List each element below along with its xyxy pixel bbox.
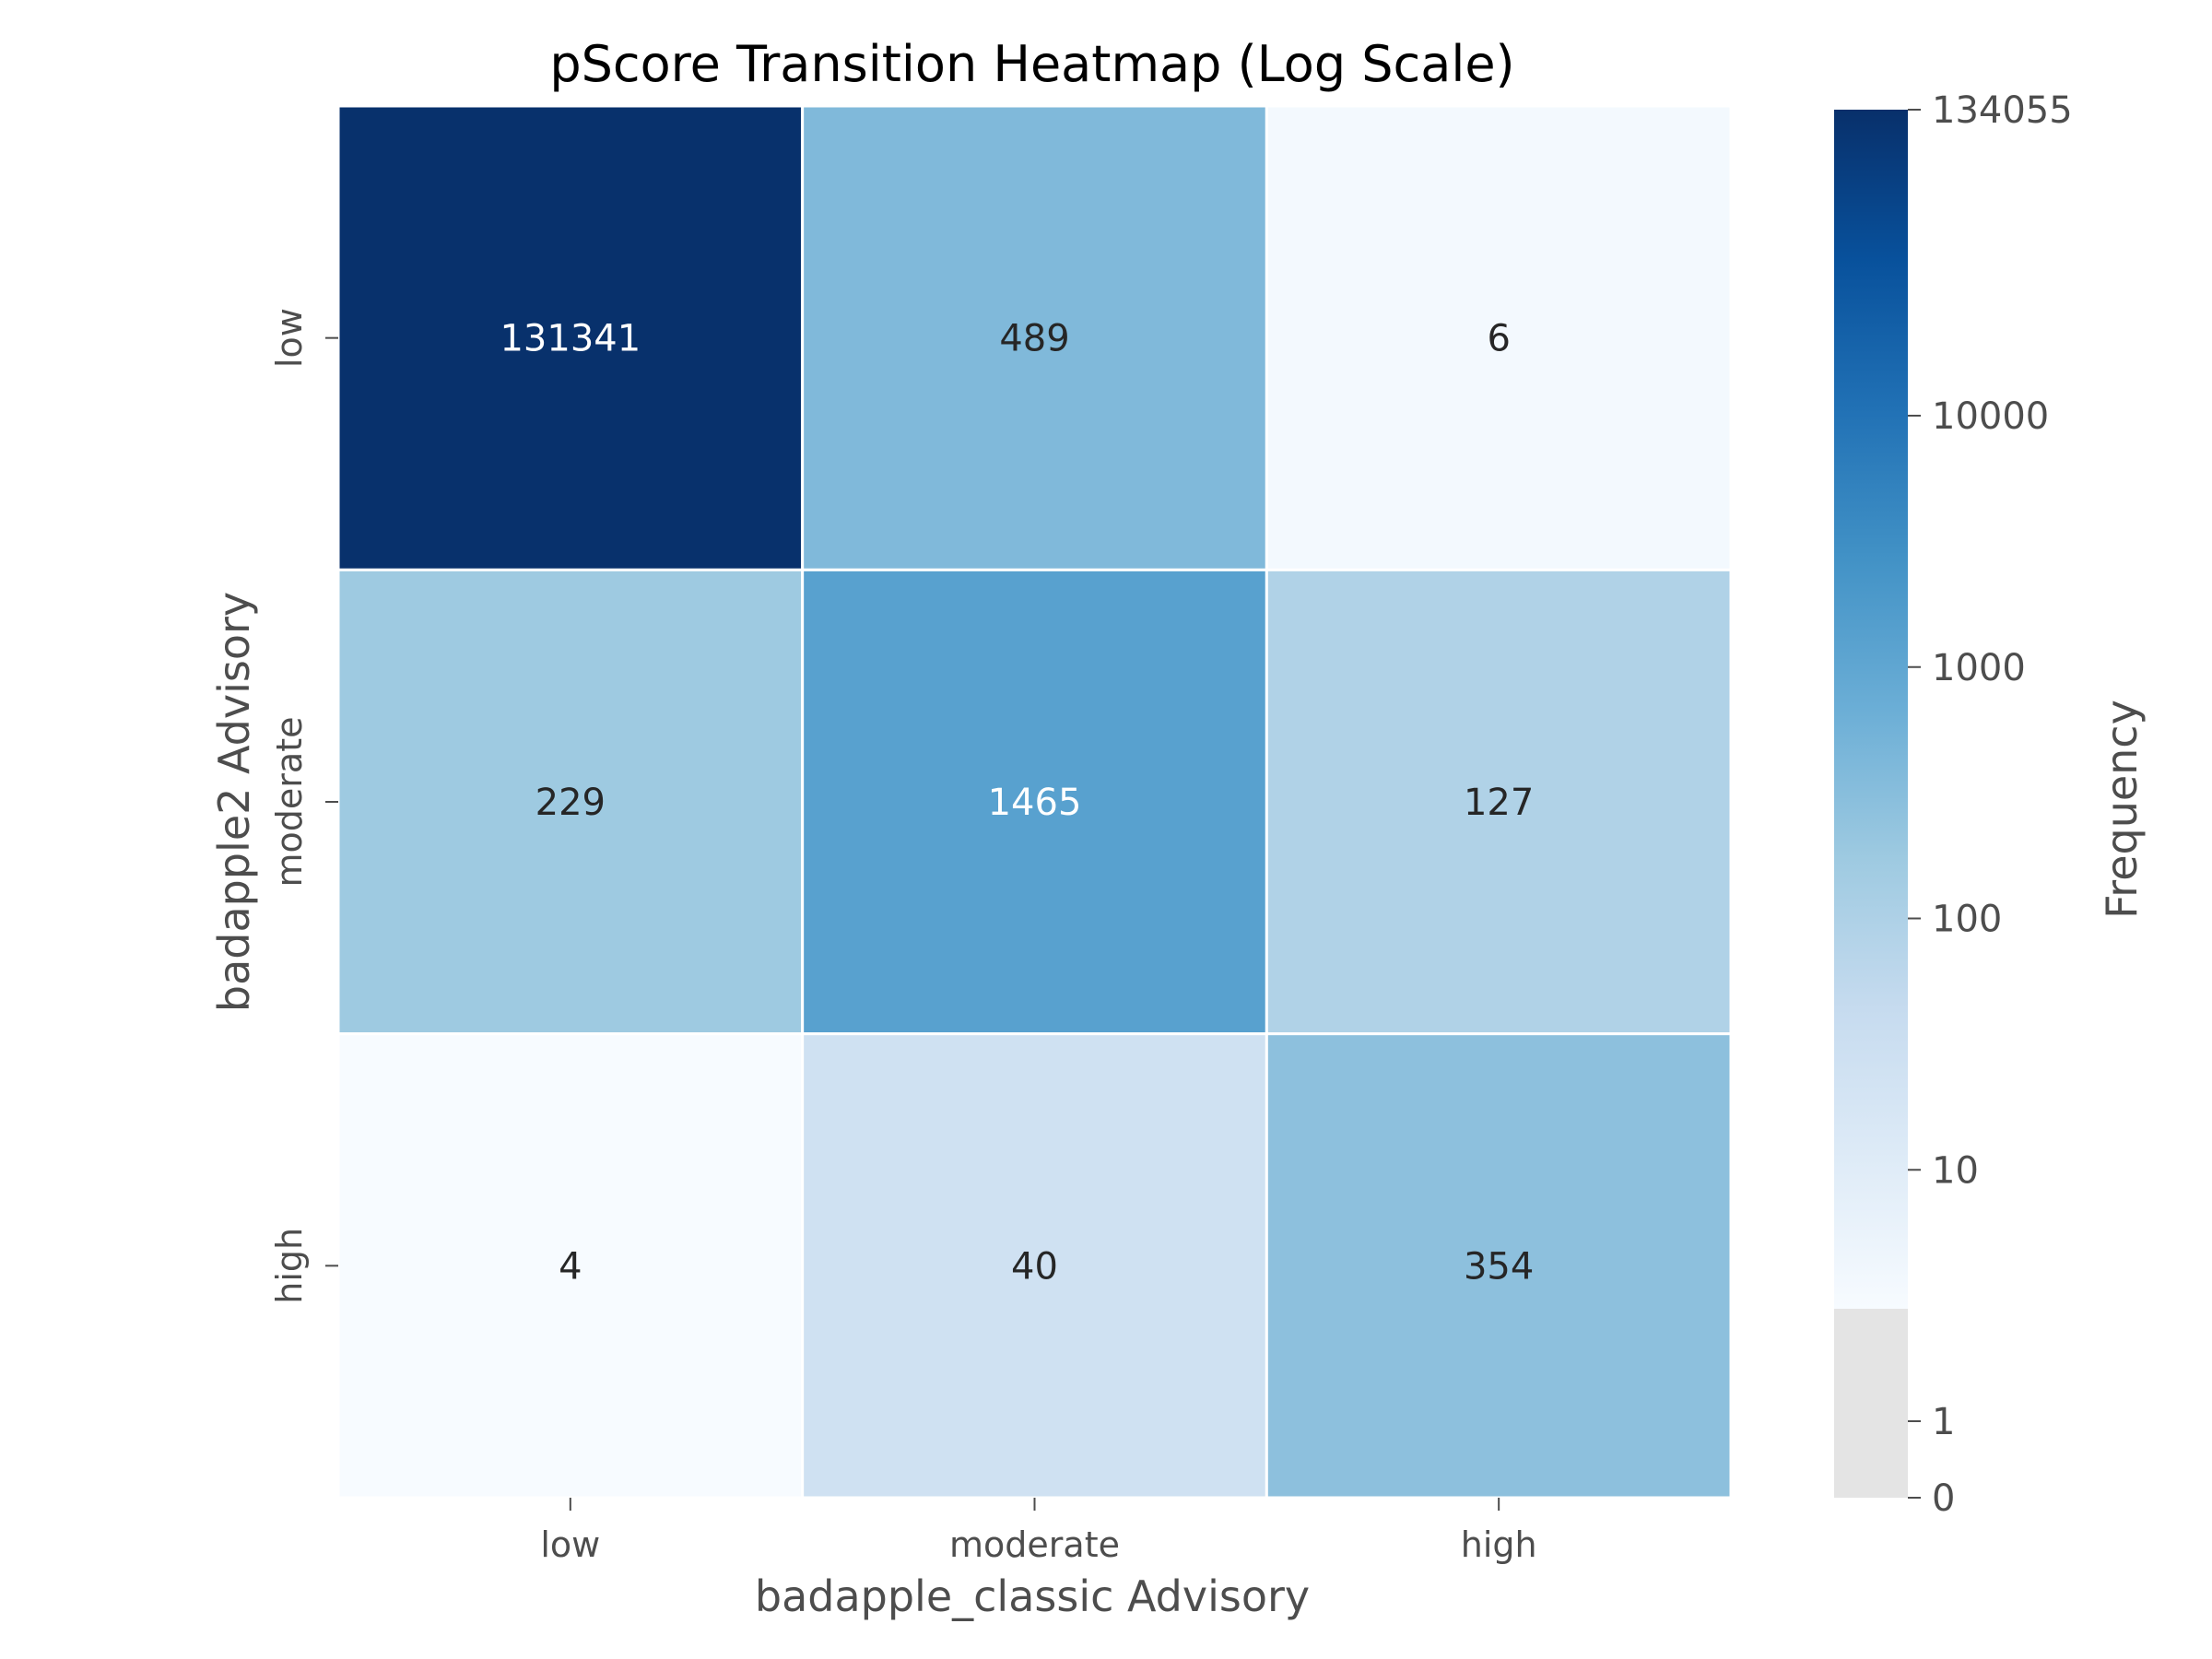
y-axis: low moderate high — [269, 308, 338, 1304]
colorbar-label: Frequency — [2097, 700, 2147, 919]
heatmap-cell — [336, 568, 805, 1036]
cell-value-label: 229 — [535, 782, 606, 824]
heatmap-cells — [336, 104, 1733, 1500]
cell-value-label: 131341 — [500, 318, 641, 360]
x-axis-label: badapple_classic Advisory — [755, 1571, 1310, 1621]
x-tick-label: low — [540, 1524, 600, 1565]
y-tick-label: low — [269, 308, 310, 368]
y-tick-label: high — [269, 1228, 310, 1304]
chart-title: pScore Transition Heatmap (Log Scale) — [549, 35, 1514, 93]
heatmap-cell — [801, 104, 1268, 571]
colorbar: 0 1 10 100 1000 10000 134055 Frequency — [1834, 89, 2147, 1520]
x-tick-label: moderate — [949, 1524, 1120, 1565]
cell-value-label: 40 — [1011, 1245, 1058, 1288]
heatmap-cell — [801, 1032, 1268, 1500]
colorbar-tick-label: 1 — [1932, 1401, 1955, 1443]
x-axis: low moderate high — [540, 1498, 1537, 1565]
colorbar-ticks: 0 1 10 100 1000 10000 134055 — [1908, 89, 2073, 1520]
heatmap-cell — [1265, 104, 1733, 571]
heatmap-cell — [336, 104, 805, 571]
cell-value-label: 4 — [559, 1245, 582, 1288]
cell-value-label: 489 — [999, 318, 1069, 360]
colorbar-tick-label: 10000 — [1932, 395, 2049, 438]
cell-value-label: 354 — [1464, 1245, 1534, 1288]
heatmap-cell-labels: 131341 489 6 229 1465 127 4 40 354 — [500, 318, 1534, 1288]
y-tick-label: moderate — [269, 717, 310, 888]
cell-value-label: 127 — [1464, 782, 1534, 824]
colorbar-tick-label: 134055 — [1932, 89, 2073, 132]
colorbar-tick-label: 1000 — [1932, 647, 2026, 689]
x-tick-label: high — [1461, 1524, 1537, 1565]
heatmap-cell — [801, 568, 1268, 1036]
y-axis-label: badapple2 Advisory — [209, 592, 259, 1012]
heatmap-cell — [1265, 568, 1733, 1036]
colorbar-tick-label: 100 — [1932, 899, 2002, 941]
heatmap-cell — [336, 1032, 805, 1500]
colorbar-gradient — [1834, 110, 1908, 1309]
cell-value-label: 1465 — [988, 782, 1082, 824]
colorbar-under-range — [1834, 1309, 1908, 1498]
cell-value-label: 6 — [1487, 318, 1510, 360]
colorbar-tick-label: 0 — [1932, 1477, 1955, 1520]
colorbar-tick-label: 10 — [1932, 1149, 1979, 1192]
